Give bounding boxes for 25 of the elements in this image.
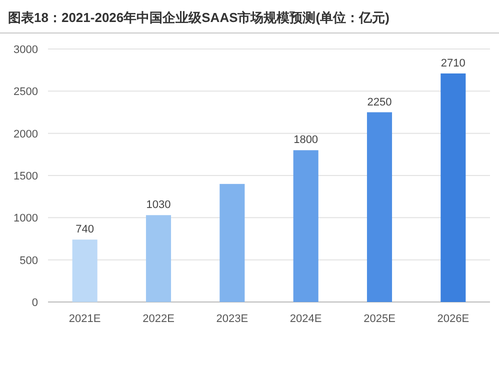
bar bbox=[366, 112, 392, 302]
y-tick-label: 2500 bbox=[14, 86, 38, 98]
y-tick-label: 1000 bbox=[14, 212, 38, 225]
bar bbox=[220, 184, 245, 302]
chart-title: 图表18：2021-2026年中国企业级SAAS市场规模预测(单位：亿元) bbox=[8, 10, 390, 25]
bar bbox=[293, 150, 318, 302]
data-label: 1800 bbox=[294, 134, 318, 146]
bar bbox=[440, 73, 466, 302]
x-tick-label: 2022E bbox=[142, 313, 174, 325]
bar bbox=[72, 240, 98, 302]
y-tick-label: 500 bbox=[20, 254, 38, 267]
y-tick-label: 2000 bbox=[14, 128, 38, 140]
data-label: 2710 bbox=[440, 57, 466, 70]
x-tick-label: 2026E bbox=[437, 313, 470, 325]
x-tick-label: 2024E bbox=[290, 313, 322, 325]
x-tick-label: 2025E bbox=[364, 313, 396, 325]
x-tick-label: 2023E bbox=[216, 313, 248, 325]
data-label: 740 bbox=[76, 224, 94, 236]
y-tick-label: 3000 bbox=[14, 44, 38, 56]
y-tick-label: 1500 bbox=[14, 170, 38, 182]
data-label: 1030 bbox=[146, 199, 171, 212]
bar bbox=[146, 215, 172, 302]
x-tick-label: 2021E bbox=[68, 313, 101, 325]
data-label: 2250 bbox=[367, 96, 392, 108]
y-tick-label: 0 bbox=[32, 297, 38, 309]
